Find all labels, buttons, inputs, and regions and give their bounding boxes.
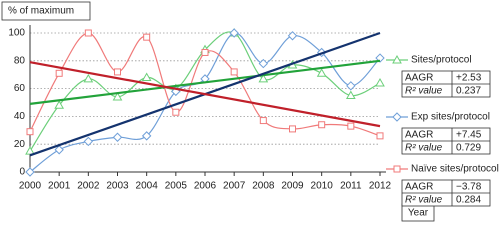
data-point xyxy=(25,167,35,177)
x-axis-label: Year xyxy=(408,208,429,219)
data-point xyxy=(376,132,384,140)
data-point xyxy=(259,117,267,125)
data-point xyxy=(83,136,94,147)
data-point xyxy=(229,28,239,38)
y-label-box xyxy=(1,1,91,21)
y-tick-label: 20 xyxy=(14,139,26,150)
legend-label: Naïve sites/protocol xyxy=(411,164,499,175)
data-point xyxy=(289,125,296,133)
x-tick-label: 2010 xyxy=(311,181,334,192)
legend-label: Sites/protocol xyxy=(411,55,472,66)
stat-label: AAGR xyxy=(405,73,433,84)
data-point xyxy=(345,90,356,100)
data-point xyxy=(287,31,298,41)
legend-marker xyxy=(392,112,402,122)
data-point xyxy=(114,68,121,76)
data-point xyxy=(230,68,238,76)
data-point xyxy=(84,29,92,37)
data-point xyxy=(346,81,356,91)
data-point xyxy=(318,121,326,129)
data-point xyxy=(54,100,65,109)
x-tick-label: 2002 xyxy=(77,181,100,192)
data-point xyxy=(83,73,94,83)
y-tick-label: 40 xyxy=(14,111,26,122)
x-tick-label: 2009 xyxy=(281,181,304,192)
x-tick-label: 2003 xyxy=(106,181,129,192)
data-point xyxy=(258,58,269,69)
stat-label: R² value xyxy=(405,86,443,97)
y-tick-label: 60 xyxy=(14,83,26,94)
stat-label: R² value xyxy=(405,143,443,154)
x-tick-label: 2004 xyxy=(136,181,159,192)
stat-value: 0.237 xyxy=(456,86,481,97)
legend-label: Exp sites/protocol xyxy=(411,112,490,123)
data-point xyxy=(172,108,180,116)
stat-value: 0.284 xyxy=(456,195,481,206)
stat-value: −3.78 xyxy=(456,182,482,193)
x-tick-label: 2001 xyxy=(48,181,71,192)
data-point xyxy=(347,122,355,130)
stat-value: +7.45 xyxy=(456,130,482,141)
data-point xyxy=(316,68,327,77)
legend-marker xyxy=(393,165,401,173)
y-tick-label: 80 xyxy=(14,55,26,66)
trend-line xyxy=(29,61,381,128)
x-tick-label: 2000 xyxy=(19,181,42,192)
y-tick-label: 100 xyxy=(8,28,25,39)
x-tick-label: 2008 xyxy=(252,181,275,192)
x-tick-label: 2007 xyxy=(223,181,246,192)
stat-label: AAGR xyxy=(405,182,433,193)
y-axis-label: % of maximum xyxy=(8,6,74,17)
data-point xyxy=(141,131,152,141)
stat-label: R² value xyxy=(405,195,443,206)
data-point xyxy=(26,128,34,136)
data-point xyxy=(54,145,64,155)
stat-label: AAGR xyxy=(405,130,433,141)
data-point xyxy=(55,69,63,77)
chart: % of maximum Year 0 20 40 60 80 100 2000 2001 20… xyxy=(1,1,499,222)
data-point xyxy=(112,132,123,142)
data-point xyxy=(201,48,209,56)
x-tick-label: 2006 xyxy=(194,181,217,192)
stat-value: 0.729 xyxy=(456,143,481,154)
y-tick-label: 0 xyxy=(19,167,25,178)
data-point xyxy=(112,91,123,101)
data-point xyxy=(258,73,269,83)
stat-value: +2.53 xyxy=(456,73,482,84)
x-tick-label: 2011 xyxy=(340,181,362,192)
data-point xyxy=(141,72,152,81)
data-point xyxy=(25,146,35,155)
data-point xyxy=(375,78,385,87)
x-tick-label: 2012 xyxy=(369,181,392,192)
legend-marker xyxy=(392,54,402,64)
x-tick-label: 2005 xyxy=(165,181,188,192)
trend-line xyxy=(29,59,381,105)
data-point xyxy=(143,33,151,41)
